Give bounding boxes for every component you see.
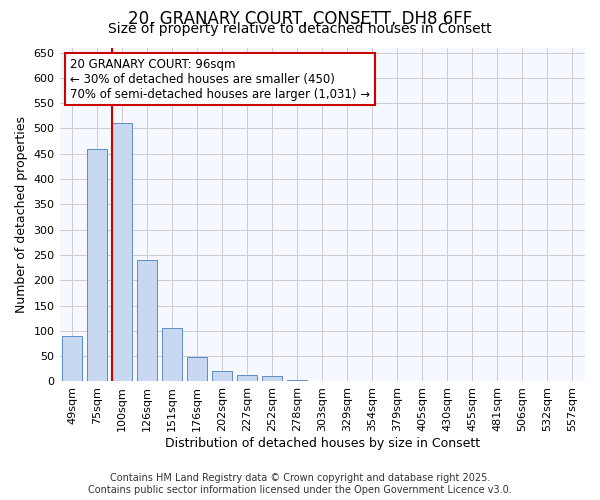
Text: Size of property relative to detached houses in Consett: Size of property relative to detached ho… [108, 22, 492, 36]
Y-axis label: Number of detached properties: Number of detached properties [15, 116, 28, 313]
X-axis label: Distribution of detached houses by size in Consett: Distribution of detached houses by size … [165, 437, 480, 450]
Bar [162, 328, 182, 382]
Bar [287, 380, 307, 382]
Bar [237, 375, 257, 382]
Bar [112, 124, 132, 382]
Text: Contains HM Land Registry data © Crown copyright and database right 2025.
Contai: Contains HM Land Registry data © Crown c… [88, 474, 512, 495]
Text: 20, GRANARY COURT, CONSETT, DH8 6FF: 20, GRANARY COURT, CONSETT, DH8 6FF [128, 10, 472, 28]
Bar [187, 357, 207, 382]
Bar [62, 336, 82, 382]
Bar [87, 148, 107, 382]
Bar [262, 376, 282, 382]
Bar [137, 260, 157, 382]
Text: 20 GRANARY COURT: 96sqm
← 30% of detached houses are smaller (450)
70% of semi-d: 20 GRANARY COURT: 96sqm ← 30% of detache… [70, 58, 370, 100]
Bar [212, 372, 232, 382]
